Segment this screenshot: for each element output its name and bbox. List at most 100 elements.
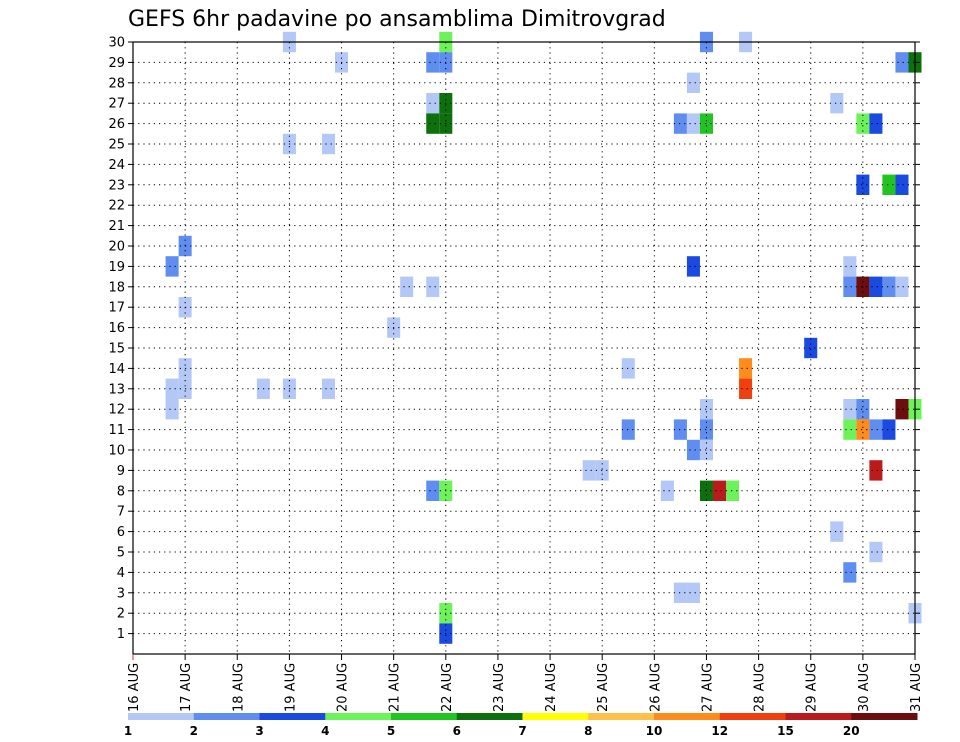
colorbar-label: 20 bbox=[843, 724, 860, 738]
y-tick-label: 9 bbox=[117, 464, 125, 479]
x-tick-label: 27 AUG bbox=[700, 663, 715, 712]
x-tick-label: 22 AUG bbox=[440, 663, 455, 712]
colorbar-swatch bbox=[391, 713, 458, 720]
chart-title: GEFS 6hr padavine po ansamblima Dimitrov… bbox=[128, 7, 666, 32]
precip-cell bbox=[856, 113, 870, 134]
colorbar-label: 6 bbox=[453, 724, 461, 738]
precip-cell bbox=[843, 276, 857, 297]
colorbar-swatch bbox=[456, 713, 523, 720]
x-tick-label: 23 AUG bbox=[492, 663, 507, 712]
y-tick-label: 1 bbox=[117, 627, 125, 642]
precip-cell bbox=[699, 480, 713, 501]
precip-cell bbox=[686, 439, 700, 461]
y-tick-label: 11 bbox=[108, 423, 125, 438]
y-tick-label: 23 bbox=[108, 178, 125, 193]
x-tick-label: 20 AUG bbox=[336, 663, 351, 712]
y-tick-label: 7 bbox=[117, 505, 125, 520]
precip-cell bbox=[660, 480, 674, 501]
colorbar-swatch bbox=[522, 713, 589, 720]
y-tick-label: 20 bbox=[108, 240, 125, 255]
x-tick-label: 29 AUG bbox=[805, 663, 820, 712]
x-tick-label: 26 AUG bbox=[648, 663, 663, 712]
precip-cell bbox=[895, 399, 909, 420]
y-tick-label: 19 bbox=[108, 260, 125, 275]
y-tick-label: 4 bbox=[117, 566, 125, 581]
precip-cell bbox=[165, 378, 179, 399]
precip-cell bbox=[856, 399, 870, 420]
precip-cell bbox=[856, 419, 870, 440]
precip-cell bbox=[882, 276, 896, 297]
grid-lines bbox=[133, 41, 915, 654]
precip-cell bbox=[869, 113, 883, 134]
x-tick-label: 17 AUG bbox=[179, 663, 194, 712]
precip-cell bbox=[165, 256, 179, 277]
precip-cell bbox=[856, 174, 870, 195]
precip-cell bbox=[843, 399, 857, 420]
ensemble-cells bbox=[165, 31, 922, 644]
x-tick-label: 19 AUG bbox=[283, 663, 298, 712]
x-tick-label: 24 AUG bbox=[544, 663, 559, 712]
precip-cell bbox=[882, 174, 896, 195]
y-tick-label: 17 bbox=[108, 301, 125, 316]
precip-cell bbox=[673, 419, 687, 440]
colorbar-swatch bbox=[325, 713, 392, 720]
precip-cell bbox=[804, 337, 818, 359]
precip-cell bbox=[882, 419, 896, 440]
y-tick-label: 12 bbox=[108, 403, 125, 418]
precip-cell bbox=[621, 419, 635, 440]
precip-cell bbox=[582, 460, 596, 481]
colorbar-label: 15 bbox=[777, 724, 794, 738]
precip-cell bbox=[673, 582, 687, 603]
precip-cell bbox=[426, 93, 440, 114]
precip-cell bbox=[699, 113, 713, 134]
y-tick-label: 8 bbox=[117, 484, 125, 499]
precip-cell bbox=[726, 480, 740, 501]
precip-cell bbox=[843, 562, 857, 583]
y-tick-label: 16 bbox=[108, 321, 125, 336]
colorbar-label: 5 bbox=[387, 724, 395, 738]
y-tick-label: 22 bbox=[108, 199, 125, 214]
precip-cell bbox=[699, 419, 713, 440]
colorbar-label: 10 bbox=[646, 724, 663, 738]
colorbar-label: 12 bbox=[711, 724, 728, 738]
precip-cell bbox=[686, 113, 700, 134]
y-tick-label: 29 bbox=[108, 56, 125, 71]
precip-cell bbox=[699, 399, 713, 420]
x-axis: 16 AUG 17 AUG 18 AUG 19 AUG 20 AUG 21 AUG 22 A… bbox=[127, 654, 924, 712]
y-tick-label: 10 bbox=[108, 444, 125, 459]
colorbar-swatch bbox=[193, 713, 260, 720]
precip-cell bbox=[673, 113, 687, 134]
precip-cell bbox=[712, 480, 727, 501]
colorbar-swatch bbox=[851, 713, 918, 720]
colorbar-label: 2 bbox=[190, 724, 198, 738]
colorbar-label: 1 bbox=[124, 724, 132, 738]
y-tick-label: 3 bbox=[117, 586, 125, 601]
y-tick-label: 15 bbox=[108, 342, 125, 357]
precip-cell bbox=[843, 419, 857, 440]
precip-cell bbox=[426, 480, 440, 501]
precip-cell bbox=[321, 133, 336, 155]
precip-cell bbox=[830, 93, 844, 114]
y-tick-label: 24 bbox=[108, 158, 125, 173]
y-tick-label: 18 bbox=[108, 280, 125, 295]
precip-cell bbox=[895, 52, 909, 73]
y-tick-label: 21 bbox=[108, 219, 125, 234]
y-tick-label: 25 bbox=[108, 138, 125, 153]
y-tick-label: 30 bbox=[108, 36, 125, 51]
colorbar-swatch bbox=[259, 713, 326, 720]
precip-cell bbox=[400, 276, 414, 297]
y-tick-label: 27 bbox=[108, 97, 125, 112]
precip-cell bbox=[426, 113, 440, 134]
precip-cell bbox=[869, 419, 883, 440]
precip-cell bbox=[686, 582, 700, 603]
colorbar-label: 4 bbox=[321, 724, 329, 738]
precip-cell bbox=[686, 72, 700, 93]
y-tick-label: 28 bbox=[108, 76, 125, 91]
x-tick-label: 16 AUG bbox=[127, 663, 142, 712]
precip-cell bbox=[869, 460, 883, 481]
y-axis: 1234567891011121314151617181920212223242… bbox=[108, 36, 920, 642]
precip-cell bbox=[426, 52, 440, 73]
y-tick-label: 13 bbox=[108, 382, 125, 397]
precip-cell bbox=[739, 358, 753, 379]
